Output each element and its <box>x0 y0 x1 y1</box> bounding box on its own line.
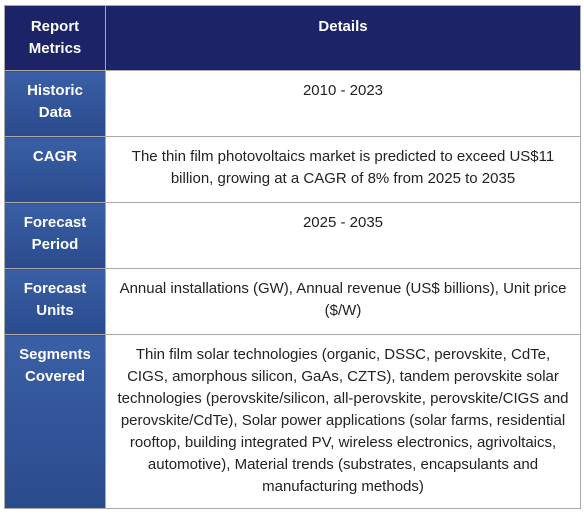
header-report-metrics: Report Metrics <box>4 5 106 71</box>
table-row-forecast-units: Forecast Units Annual installations (GW)… <box>4 268 581 335</box>
metric-cell: CAGR <box>4 136 106 203</box>
metric-label-line1: Segments <box>19 346 91 363</box>
header-details: Details <box>105 5 581 71</box>
report-metrics-table: Report Metrics Details Historic Data 201… <box>4 5 581 509</box>
table-row-segments-covered: Segments Covered Thin film solar technol… <box>4 334 581 509</box>
metric-label-line1: Forecast <box>23 214 87 231</box>
header-metric-line1: Report <box>30 18 80 35</box>
table-row-cagr: CAGR The thin film photovoltaics market … <box>4 136 581 203</box>
metric-label-line1: CAGR <box>32 148 78 165</box>
detail-cell: The thin film photovoltaics market is pr… <box>105 136 581 203</box>
metric-cell: Historic Data <box>4 70 106 137</box>
table-row-forecast-period: Forecast Period 2025 - 2035 <box>4 202 581 269</box>
metric-label-line2: Covered <box>24 368 86 385</box>
metric-label-line2: Units <box>36 302 74 319</box>
detail-cell: Annual installations (GW), Annual revenu… <box>105 268 581 335</box>
metric-cell: Segments Covered <box>4 334 106 509</box>
metric-label-line1: Forecast <box>23 280 87 297</box>
table-row-historic-data: Historic Data 2010 - 2023 <box>4 70 581 137</box>
table-header-row: Report Metrics Details <box>4 5 581 71</box>
metric-label-line2: Data <box>38 104 72 121</box>
detail-cell: 2010 - 2023 <box>105 70 581 137</box>
header-metric-line2: Metrics <box>28 40 82 57</box>
detail-cell: 2025 - 2035 <box>105 202 581 269</box>
metric-label-line1: Historic <box>27 82 83 99</box>
metric-label-line2: Period <box>31 236 79 253</box>
metric-cell: Forecast Units <box>4 268 106 335</box>
detail-cell: Thin film solar technologies (organic, D… <box>105 334 581 509</box>
metric-cell: Forecast Period <box>4 202 106 269</box>
